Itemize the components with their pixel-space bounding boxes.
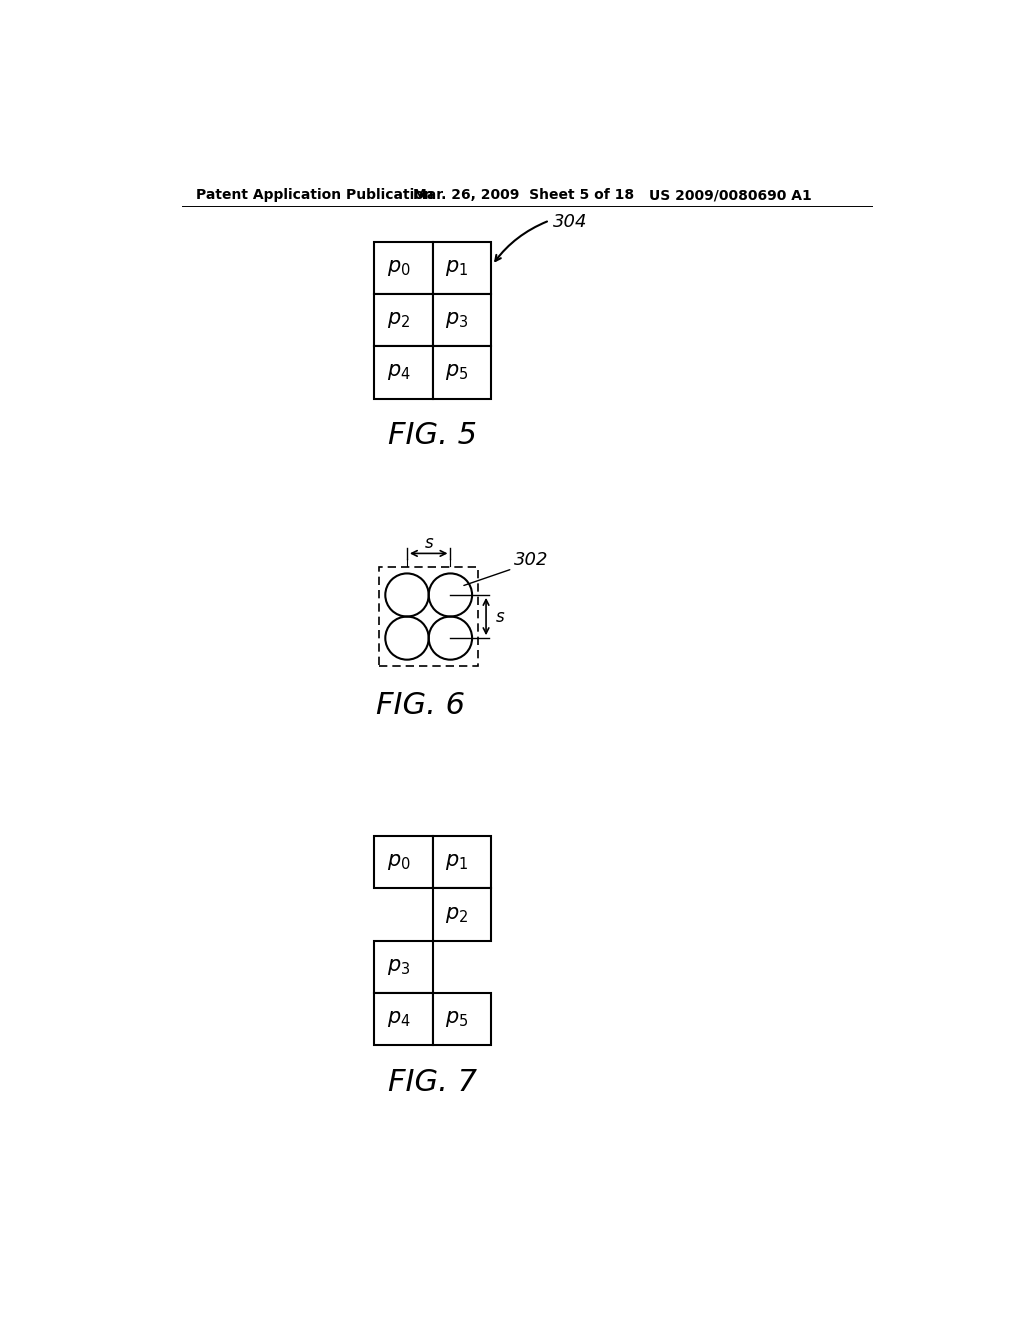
Bar bbox=[432, 888, 490, 941]
Text: $p_{2}$: $p_{2}$ bbox=[387, 310, 411, 330]
Text: s: s bbox=[424, 535, 433, 552]
Bar bbox=[375, 941, 432, 993]
Bar bbox=[375, 346, 432, 399]
Bar bbox=[432, 993, 490, 1045]
Text: s: s bbox=[496, 607, 504, 626]
Text: Mar. 26, 2009  Sheet 5 of 18: Mar. 26, 2009 Sheet 5 of 18 bbox=[414, 189, 634, 202]
Text: $p_{4}$: $p_{4}$ bbox=[387, 1010, 411, 1030]
Bar bbox=[375, 993, 432, 1045]
Bar bbox=[375, 836, 432, 888]
Bar bbox=[375, 242, 432, 294]
Text: $p_{5}$: $p_{5}$ bbox=[445, 363, 469, 383]
Text: $p_{1}$: $p_{1}$ bbox=[445, 257, 469, 277]
Text: 304: 304 bbox=[553, 213, 587, 231]
Text: FIG. 6: FIG. 6 bbox=[377, 692, 466, 721]
Bar bbox=[432, 836, 490, 888]
Text: Patent Application Publication: Patent Application Publication bbox=[197, 189, 434, 202]
Text: $p_{5}$: $p_{5}$ bbox=[445, 1010, 469, 1030]
Text: FIG. 7: FIG. 7 bbox=[388, 1068, 477, 1097]
Text: $p_{3}$: $p_{3}$ bbox=[445, 310, 469, 330]
Text: $p_{1}$: $p_{1}$ bbox=[445, 853, 469, 873]
Text: $p_{2}$: $p_{2}$ bbox=[445, 904, 469, 924]
Bar bbox=[432, 294, 490, 346]
Text: $p_{0}$: $p_{0}$ bbox=[387, 257, 411, 277]
Bar bbox=[379, 568, 478, 665]
Bar bbox=[432, 346, 490, 399]
Text: 302: 302 bbox=[514, 550, 549, 569]
Bar bbox=[432, 242, 490, 294]
Text: $p_{4}$: $p_{4}$ bbox=[387, 363, 411, 383]
Text: FIG. 5: FIG. 5 bbox=[388, 421, 477, 450]
Bar bbox=[375, 294, 432, 346]
Text: $p_{0}$: $p_{0}$ bbox=[387, 853, 411, 873]
Text: US 2009/0080690 A1: US 2009/0080690 A1 bbox=[649, 189, 812, 202]
Text: $p_{3}$: $p_{3}$ bbox=[387, 957, 411, 977]
